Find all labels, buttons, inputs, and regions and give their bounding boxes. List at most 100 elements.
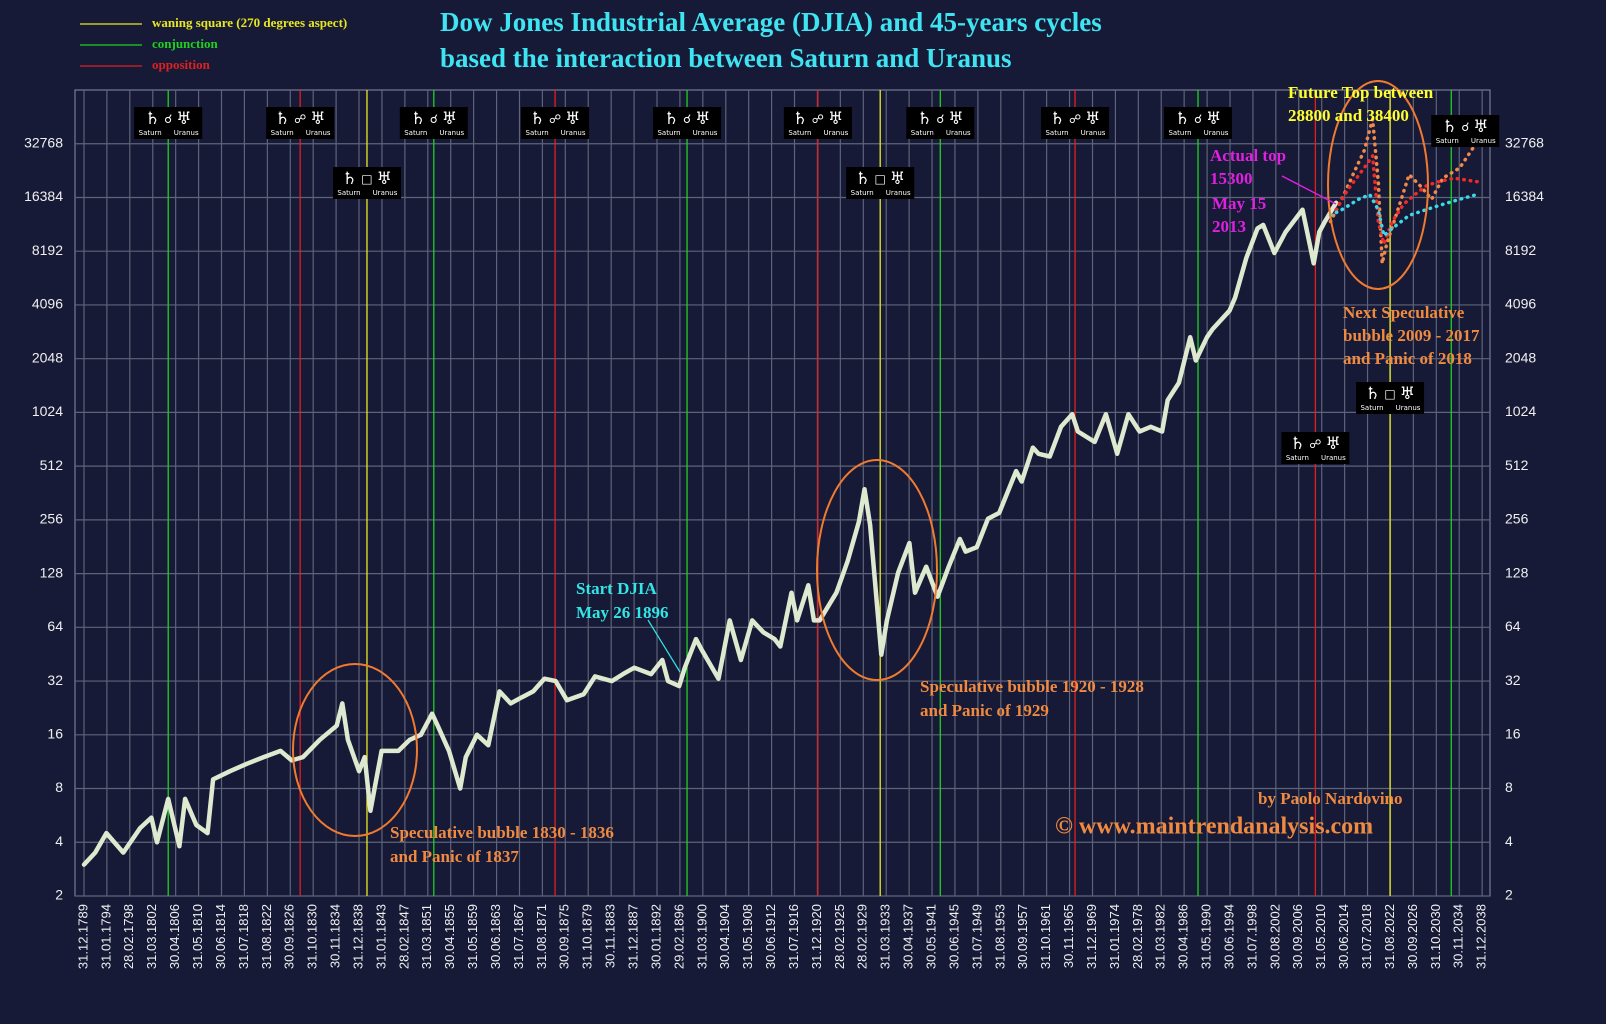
annotation-line: Future Top between (1288, 83, 1434, 102)
planet-label: Uranus (439, 129, 464, 137)
y-tick-label: 64 (47, 618, 63, 634)
planet-label: Uranus (306, 129, 331, 137)
y2-tick-label: 1024 (1505, 403, 1536, 419)
y2-tick-label: 128 (1505, 564, 1529, 580)
annotation-line: Start DJIA (576, 579, 657, 598)
x-tick-label: 31.10.1830 (305, 904, 320, 969)
planet-glyph: ♅ (695, 109, 710, 129)
x-tick-label: 31.03.1982 (1153, 904, 1168, 969)
x-tick-label: 31.12.1969 (1084, 904, 1099, 969)
symbol-glyphs: ♄ ☍ ♅ (793, 109, 844, 129)
x-tick-label: 31.07.1916 (786, 904, 801, 969)
aspect-symbol: ♄ ☌ ♅ Saturn Uranus (399, 107, 468, 139)
x-tick-label: 31.07.1867 (511, 904, 526, 969)
annotation-line: Speculative bubble 1830 - 1836 (390, 823, 614, 842)
aspect-glyph: ☌ (1194, 112, 1202, 126)
planet-glyph: ♄ (530, 109, 545, 129)
x-tick-label: 31.08.2022 (1382, 904, 1397, 969)
author: by Paolo Nardovino (1258, 789, 1403, 808)
legend-label: waning square (270 degrees aspect) (152, 15, 347, 30)
annotation-arrow (1281, 175, 1337, 205)
x-tick-label: 30.09.1875 (557, 904, 572, 969)
forecast-line (1328, 117, 1482, 266)
symbol-glyphs: ♄ ☌ ♅ (1442, 117, 1489, 137)
x-tick-label: 30.06.2014 (1336, 904, 1351, 969)
x-tick-label: 28.02.1798 (121, 904, 136, 969)
aspect-glyph: ☍ (549, 112, 561, 126)
planet-glyph: ♄ (1442, 117, 1457, 137)
planet-glyph: ♅ (1325, 434, 1340, 454)
x-tick-label: 31.01.1974 (1107, 904, 1122, 969)
x-tick-label: 31.12.1838 (350, 904, 365, 969)
planet-glyph: ♅ (1400, 384, 1415, 404)
planet-label: Uranus (823, 129, 848, 137)
x-tick-label: 30.04.1904 (717, 904, 732, 969)
highlight-ellipse (292, 663, 418, 837)
y-tick-label: 4 (55, 833, 63, 849)
x-tick-label: 29.02.1896 (671, 904, 686, 969)
symbol-glyphs: ♄ □ ♅ (1365, 384, 1415, 404)
planet-glyph: ♄ (664, 109, 679, 129)
y2-tick-label: 32 (1505, 672, 1521, 688)
y-tick-label: 16384 (24, 188, 63, 204)
symbol-glyphs: ♄ ☌ ♅ (145, 109, 192, 129)
aspect-symbol: ♄ ☌ ♅ Saturn Uranus (1164, 107, 1233, 139)
annotation-line: Speculative bubble 1920 - 1928 (920, 677, 1144, 696)
highlight-ellipse (816, 459, 938, 681)
planet-glyph: ♅ (1206, 109, 1221, 129)
planet-label: Uranus (693, 129, 718, 137)
x-tick-label: 31.05.1990 (1199, 904, 1214, 969)
y2-tick-label: 4096 (1505, 296, 1536, 312)
y-tick-label: 128 (40, 564, 64, 580)
planet-label: Saturn (404, 129, 427, 137)
aspect-symbol: ♄ ☍ ♅ Saturn Uranus (521, 107, 590, 139)
planet-label: Saturn (851, 189, 874, 197)
x-tick-label: 31.03.1933 (878, 904, 893, 969)
x-tick-label: 31.03.1851 (419, 904, 434, 969)
x-tick-label: 28.02.1929 (855, 904, 870, 969)
planet-glyph: ♄ (917, 109, 932, 129)
aspect-symbol: ♄ ☍ ♅ Saturn Uranus (783, 107, 852, 139)
annotation: Speculative bubble 1920 - 1928 and Panic… (920, 677, 1148, 720)
planet-label: Saturn (1045, 129, 1068, 137)
y2-tick-label: 256 (1505, 511, 1529, 527)
x-tick-label: 31.05.2010 (1313, 904, 1328, 969)
symbol-glyphs: ♄ □ ♅ (342, 169, 392, 189)
planet-glyph: ♄ (342, 169, 357, 189)
x-tick-label: 30.04.1806 (167, 904, 182, 969)
symbol-box (332, 167, 401, 199)
planet-glyph: ♄ (855, 169, 870, 189)
x-tick-label: 30.11.1883 (603, 904, 618, 968)
legend: waning square (270 degrees aspect) conjun… (80, 15, 347, 72)
x-tick-label: 28.02.1925 (832, 904, 847, 969)
symbol-box (1281, 432, 1350, 464)
x-tick-label: 31.05.1810 (190, 904, 205, 969)
y-tick-label: 8 (55, 779, 63, 795)
x-tick-label: 31.12.1789 (75, 904, 90, 969)
annotation-line: 15300 (1210, 169, 1253, 188)
x-tick-label: 30.09.1957 (1015, 904, 1030, 969)
aspect-glyph: ☌ (164, 112, 172, 126)
annotation-arrow (647, 619, 681, 673)
symbol-box (846, 167, 915, 199)
annotation-line: May 26 1896 (576, 603, 669, 622)
planet-label: Saturn (911, 129, 934, 137)
x-tick-label: 30.06.1863 (488, 904, 503, 969)
chart-title: based the interaction between Saturn and… (440, 43, 1012, 73)
x-tick-label: 30.01.1892 (648, 904, 663, 969)
x-tick-label: 31.12.1920 (809, 904, 824, 969)
y2-tick-label: 2 (1505, 887, 1513, 903)
x-tick-label: 31.08.1871 (534, 904, 549, 969)
aspect-glyph: ☌ (1461, 120, 1469, 134)
planet-glyph: ♄ (793, 109, 808, 129)
planet-label: Saturn (1286, 454, 1309, 462)
aspect-symbol: ♄ ☌ ♅ Saturn Uranus (906, 107, 975, 139)
y2-tick-label: 32768 (1505, 134, 1544, 150)
x-tick-label: 31.12.2038 (1474, 904, 1489, 969)
x-tick-label: 30.11.2034 (1451, 904, 1466, 968)
aspect-glyph: ☌ (936, 112, 944, 126)
aspect-glyph: □ (1384, 387, 1395, 401)
legend-label: opposition (152, 57, 211, 72)
symbol-box (906, 107, 975, 139)
